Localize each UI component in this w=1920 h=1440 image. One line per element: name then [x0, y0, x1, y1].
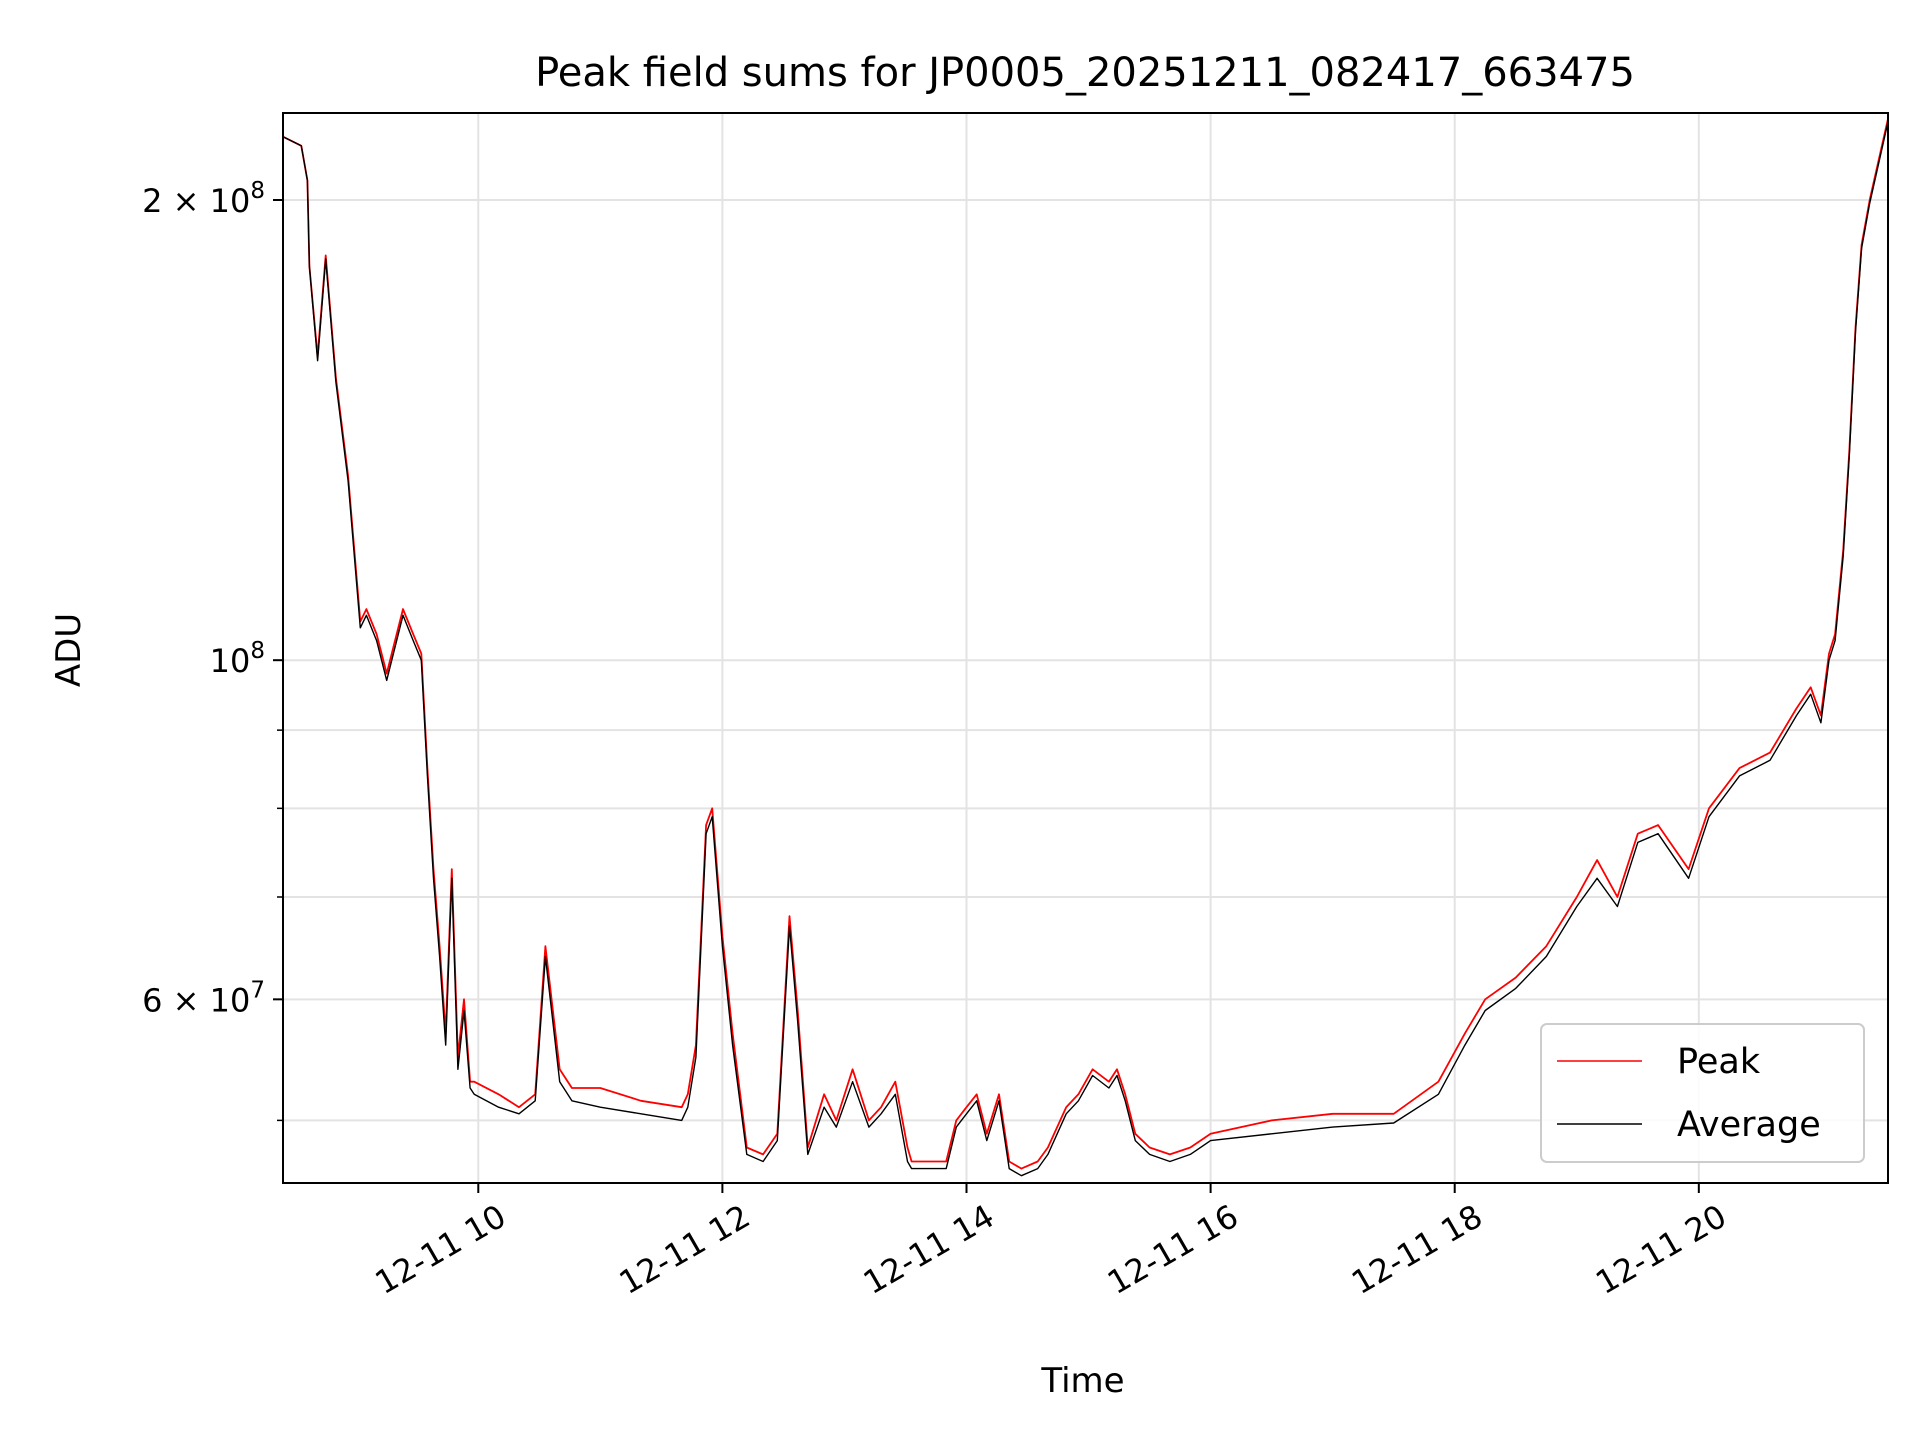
- y-tick-label-base: 10: [210, 642, 251, 680]
- series-line-average: [282, 121, 1889, 1177]
- y-tick-label: 6 × 107: [142, 977, 265, 1019]
- y-tick-label-exponent: 7: [250, 977, 265, 1003]
- plot-frame: [282, 112, 1889, 1184]
- series-layer: [282, 118, 1889, 1177]
- y-tick-label: 108: [210, 638, 265, 680]
- y-tick-label: 2 × 108: [142, 178, 265, 220]
- x-axis-label: Time: [1040, 1361, 1124, 1401]
- y-axis-label: ADU: [49, 613, 89, 687]
- y-tick-label-base: 6 × 10: [142, 981, 250, 1019]
- legend-box: [1540, 1023, 1865, 1163]
- y-tick-label-base: 2 × 10: [142, 182, 250, 220]
- y-tick-label-exponent: 8: [250, 178, 265, 204]
- legend: Peak Average: [1540, 1023, 1865, 1163]
- legend-label-peak: Peak: [1677, 1042, 1761, 1082]
- y-tick-label-exponent: 8: [250, 638, 265, 664]
- legend-label-average: Average: [1677, 1105, 1821, 1145]
- series-line-peak: [282, 118, 1889, 1170]
- grid: [283, 113, 1888, 1183]
- chart-title: Peak field sums for JP0005_20251211_0824…: [535, 50, 1635, 96]
